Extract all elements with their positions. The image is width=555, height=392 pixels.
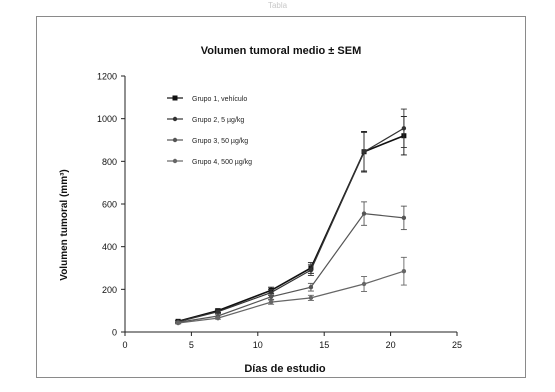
x-tick-label: 10 [253, 340, 263, 350]
y-tick-label: 200 [102, 285, 117, 295]
y-tick-label: 0 [112, 328, 117, 338]
y-axis-label: Volumen tumoral (mm³) [59, 169, 70, 280]
line-chart: Volumen tumoral medio ± SEM 020040060080… [59, 45, 462, 375]
legend-item-3: Grupo 3, 50 µg/kg [167, 137, 248, 145]
y-tick-label: 1200 [97, 72, 117, 82]
data-point [361, 281, 367, 287]
legend-item-1: Grupo 1, vehículo [167, 95, 247, 103]
data-point [268, 299, 274, 305]
legend-marker [172, 137, 178, 143]
legend-item-2: Grupo 2, 5 µg/kg [167, 116, 244, 124]
data-point [215, 309, 221, 314]
x-tick-label: 0 [122, 340, 127, 350]
chart-frame: Volumen tumoral medio ± SEM 0 200 400 600 80… [36, 16, 526, 378]
series-line [177, 127, 405, 323]
legend-label: Grupo 3, 50 µg/kg [192, 138, 248, 145]
y-tick-label: 800 [102, 157, 117, 167]
legend-label: Grupo 2, 5 µg/kg [192, 117, 244, 124]
chart-title: Volumen tumoral medio ± SEM [201, 45, 361, 57]
data-point [401, 126, 407, 131]
data-point [361, 149, 367, 154]
series-line [178, 270, 405, 324]
x-tick-label: 5 [189, 340, 194, 350]
y-tick-label: 400 [102, 242, 117, 252]
legend-marker [172, 95, 178, 101]
x-tick-label: 25 [452, 340, 462, 350]
data-point [268, 294, 274, 299]
legend-item-4: Grupo 4, 500 µg/kg [167, 158, 252, 166]
legend-label: Grupo 1, vehículo [192, 96, 247, 103]
series-3 [175, 201, 407, 325]
y-tick-label: 600 [102, 200, 117, 210]
data-point [308, 267, 314, 273]
legend-marker [172, 116, 178, 122]
axes: 0 200 400 600 800 1000 1200 0 5 10 15 20 25 [97, 72, 462, 351]
data-point [268, 290, 274, 295]
series-4 [175, 256, 407, 326]
legend-marker [172, 158, 178, 164]
series-line [178, 212, 404, 323]
data-point [308, 295, 314, 301]
y-tick-label: 1000 [97, 114, 117, 124]
legend: Grupo 1, vehículo Grupo 2, 5 µg/kg Grupo 3… [167, 95, 252, 166]
figure-label: Tabla [267, 1, 288, 10]
x-tick-label: 15 [319, 340, 329, 350]
series-2 [175, 108, 407, 324]
x-axis-label: Días de estudio [244, 363, 326, 375]
series-line [177, 134, 405, 323]
data-point [215, 315, 221, 321]
data-point [401, 269, 407, 274]
data-point [401, 215, 407, 221]
legend-label: Grupo 4, 500 µg/kg [192, 159, 252, 166]
data-point [175, 320, 181, 326]
series-layer [175, 108, 407, 326]
x-tick-label: 20 [386, 340, 396, 350]
data-point [308, 285, 314, 290]
data-point [361, 211, 367, 216]
